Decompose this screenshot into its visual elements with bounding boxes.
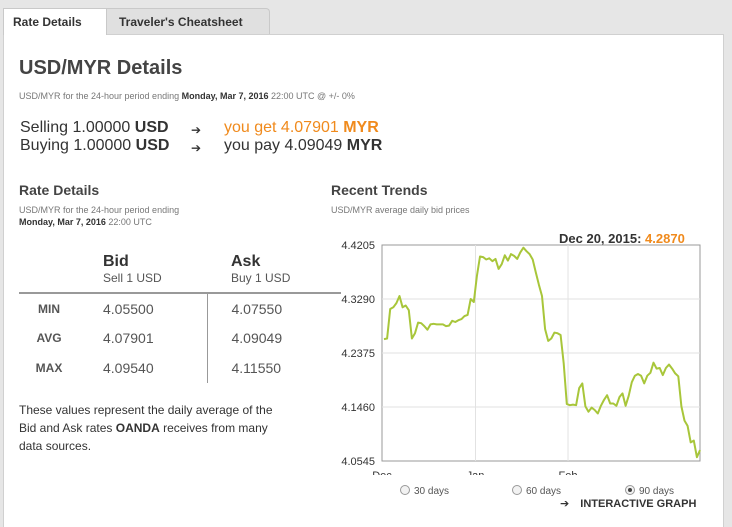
rates-corner [19, 245, 79, 271]
max-bid: 4.09540 [79, 353, 208, 383]
sell-amount: Selling 1.00000 [20, 119, 131, 136]
page-subtitle: USD/MYR for the 24-hour period ending Mo… [19, 91, 355, 101]
y-tick-label: 4.1460 [341, 402, 375, 414]
avg-ask: 4.09049 [231, 330, 283, 346]
min-bid: 4.05500 [79, 293, 208, 323]
y-tick-label: 4.0545 [341, 456, 375, 468]
selling-result: you get 4.07901 MYR [224, 119, 379, 137]
interactive-graph-label: INTERACTIVE GRAPH [580, 498, 697, 510]
range-90-label: 90 days [639, 486, 675, 497]
bid-subheader: Sell 1 USD [103, 271, 162, 285]
recent-trends-heading: Recent Trends [331, 182, 428, 198]
rates-header-row: Bid Ask [19, 245, 341, 271]
buying-line: Buying 1.00000 USD [20, 137, 169, 155]
x-tick-label: Feb [559, 470, 578, 475]
buy-amount: Buying 1.00000 [20, 137, 132, 154]
radio-30-days[interactable] [400, 484, 410, 495]
ask-subheader: Buy 1 USD [231, 271, 291, 285]
buy-result-amount: you pay 4.09049 [224, 137, 343, 154]
x-tick-label: Dec [372, 470, 392, 475]
row-label-min: MIN [38, 301, 60, 316]
page-title: USD/MYR Details [19, 57, 183, 79]
content-panel: USD/MYR Details USD/MYR for the 24-hour … [3, 34, 724, 527]
row-label-max: MAX [35, 361, 63, 375]
bid-header: Bid [103, 253, 129, 270]
recent-trends-subheading: USD/MYR average daily bid prices [331, 205, 470, 215]
y-tick-label: 4.3290 [341, 294, 375, 306]
range-30-label: 30 days [414, 486, 450, 497]
chart-tooltip: Dec 20, 2015: 4.2870 [559, 231, 685, 246]
subtitle-prefix: USD/MYR for the 24-hour period ending [19, 91, 180, 101]
table-row: MAX 4.09540 4.11550 [19, 353, 341, 383]
note-text-2: receives from many data sources. [19, 421, 268, 453]
rate-period-date-text: Monday, Mar 7, 2016 [19, 217, 106, 227]
ask-header: Ask [231, 253, 261, 270]
sell-result-currency: MYR [343, 119, 379, 136]
selling-line: Selling 1.00000 USD [20, 119, 169, 137]
sell-currency: USD [134, 119, 169, 136]
radio-90-days[interactable] [625, 484, 635, 495]
range-30-days[interactable]: 30 days [400, 481, 449, 499]
arrow-icon: ➔ [191, 141, 202, 155]
subtitle-suffix: 22:00 UTC @ +/- 0% [271, 91, 355, 101]
avg-bid: 4.07901 [79, 323, 208, 353]
tab-bar: Rate Details Traveler's Cheatsheet [0, 0, 732, 35]
row-label-avg: AVG [36, 331, 62, 345]
rates-corner-sub [19, 271, 79, 293]
buy-currency: USD [135, 137, 170, 154]
rates-note: These values represent the daily average… [19, 401, 284, 455]
rates-subheader-row: Sell 1 USD Buy 1 USD [19, 271, 341, 293]
rate-details-heading: Rate Details [19, 182, 100, 198]
tab-rate-details[interactable]: Rate Details [3, 8, 107, 35]
series-line [383, 246, 701, 459]
rate-period: USD/MYR for the 24-hour period ending [19, 205, 180, 215]
range-90-days[interactable]: 90 days [625, 481, 674, 499]
buying-result: you pay 4.09049 MYR [224, 137, 382, 155]
y-tick-label: 4.4205 [341, 240, 375, 252]
table-row: AVG 4.07901 4.09049 [19, 323, 341, 353]
tooltip-date: Dec 20, 2015: [559, 231, 642, 246]
min-ask: 4.07550 [231, 300, 283, 317]
table-row: MIN 4.05500 4.07550 [19, 293, 341, 323]
x-tick-label: Jan [467, 470, 485, 475]
arrow-icon: ➔ [191, 123, 202, 137]
tooltip-value: 4.2870 [645, 231, 685, 246]
buy-result-currency: MYR [346, 137, 383, 154]
range-60-label: 60 days [526, 486, 562, 497]
note-text-1: These values represent the daily average… [19, 403, 273, 435]
sell-result-amount: you get 4.07901 [224, 119, 339, 136]
trend-chart[interactable]: 4.42054.32904.23754.14604.0545Dec10Jan9F… [322, 235, 712, 475]
rate-period-time: 22:00 UTC [108, 217, 152, 227]
note-brand: OANDA [115, 421, 160, 435]
interactive-graph-link[interactable]: ➔ INTERACTIVE GRAPH [560, 497, 696, 510]
rates-table: Bid Ask Sell 1 USD Buy 1 USD MIN 4.05500… [19, 245, 341, 383]
subtitle-date: Monday, Mar 7, 2016 [181, 91, 269, 101]
max-ask: 4.11550 [231, 360, 282, 376]
rate-period-date: Monday, Mar 7, 2016 22:00 UTC [19, 217, 152, 227]
radio-60-days[interactable] [512, 484, 522, 495]
range-60-days[interactable]: 60 days [512, 481, 561, 499]
y-tick-label: 4.2375 [341, 348, 375, 360]
tab-travelers-cheatsheet[interactable]: Traveler's Cheatsheet [100, 8, 270, 34]
link-arrow-icon: ➔ [560, 498, 570, 510]
